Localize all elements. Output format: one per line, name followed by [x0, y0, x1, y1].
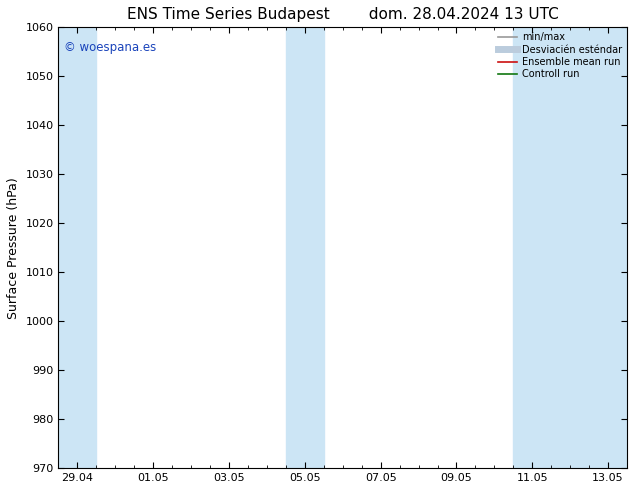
Bar	[58, 27, 96, 468]
Bar	[514, 27, 627, 468]
Legend: min/max, Desviacién esténdar, Ensemble mean run, Controll run: min/max, Desviacién esténdar, Ensemble m…	[496, 30, 624, 81]
Text: © woespana.es: © woespana.es	[64, 41, 157, 53]
Title: ENS Time Series Budapest        dom. 28.04.2024 13 UTC: ENS Time Series Budapest dom. 28.04.2024…	[127, 7, 559, 22]
Bar	[286, 27, 324, 468]
Y-axis label: Surface Pressure (hPa): Surface Pressure (hPa)	[7, 177, 20, 318]
